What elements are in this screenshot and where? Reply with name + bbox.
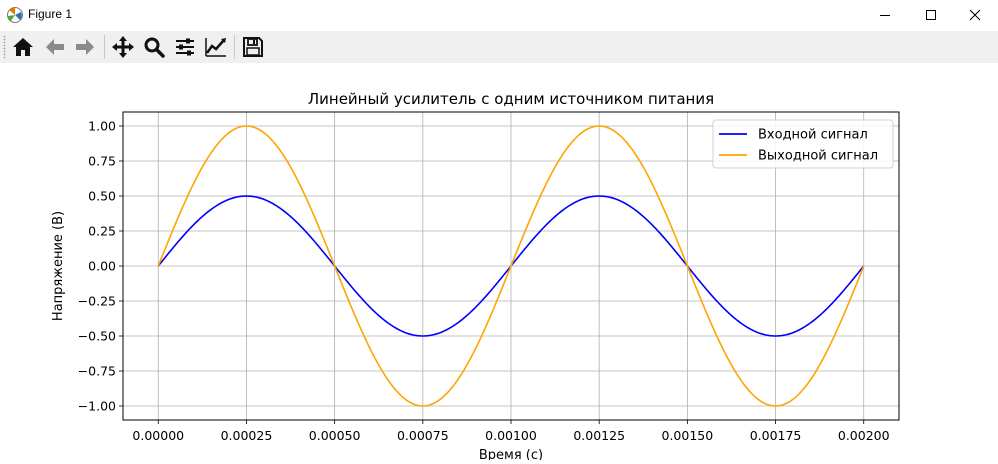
navigation-toolbar [0,31,998,63]
pan-button[interactable] [110,34,136,60]
toolbar-separator [104,35,105,59]
legend-label: Выходной сигнал [758,149,878,164]
series-line-output [157,125,865,407]
close-button[interactable] [952,0,998,30]
toolbar-separator [234,35,235,59]
pan-icon [112,36,134,58]
legend-label: Входной сигнал [758,128,868,143]
customize-button[interactable] [203,34,229,60]
subplots-button[interactable] [172,34,198,60]
forward-icon [76,39,94,55]
save-icon [243,37,263,57]
x-tick-label: 0.00050 [309,428,361,443]
x-tick-label: 0.00100 [485,428,537,443]
x-axis-label: Время (с) [479,448,543,460]
y-tick-label: 0.75 [88,154,116,169]
window-titlebar: Figure 1 [0,0,998,30]
legend-box [712,119,894,169]
x-tick-label: 0.00200 [838,428,890,443]
home-icon [13,38,33,56]
y-axis-label: Напряжение (В) [51,211,66,321]
minimize-icon [880,15,890,16]
home-button[interactable] [10,34,36,60]
subplots-icon [176,38,194,56]
y-tick-label: −1.00 [78,399,116,414]
chart-title: Линейный усилитель с одним источником пи… [308,90,714,108]
x-tick-label: 0.00075 [397,428,449,443]
forward-button[interactable] [72,34,98,60]
series-layer [157,125,865,407]
toolbar-grip [3,35,6,59]
back-icon [46,39,64,55]
x-tick-label: 0.00125 [573,428,625,443]
figure-canvas[interactable]: Линейный усилитель с одним источником пи… [0,64,998,463]
x-tick-label: 0.00000 [132,428,184,443]
maximize-button[interactable] [908,0,954,30]
y-tick-label: 1.00 [88,119,116,134]
y-tick-label: −0.25 [78,294,116,309]
line-chart: Линейный усилитель с одним источником пи… [51,90,900,463]
close-icon [969,9,981,21]
back-button[interactable] [42,34,68,60]
y-tick-label: 0.00 [88,259,116,274]
minimize-button[interactable] [862,0,908,30]
x-tick-label: 0.00175 [750,428,802,443]
x-tick-label: 0.00150 [662,428,714,443]
legend: Входной сигнал Выходной сигнал [712,119,894,169]
y-tick-label: −0.75 [78,364,116,379]
save-button[interactable] [240,34,266,60]
ticks: 0.00000 0.00025 0.00050 0.00075 0.00100 0.001… [78,119,890,444]
matplotlib-icon [6,6,24,24]
zoom-button[interactable] [141,34,167,60]
y-tick-label: −0.50 [78,329,116,344]
maximize-icon [926,10,936,20]
x-tick-label: 0.00025 [221,428,273,443]
y-tick-label: 0.50 [88,189,116,204]
zoom-icon [144,37,165,58]
customize-icon [205,38,226,57]
y-tick-label: 0.25 [88,224,116,239]
window-title: Figure 1 [28,7,73,21]
